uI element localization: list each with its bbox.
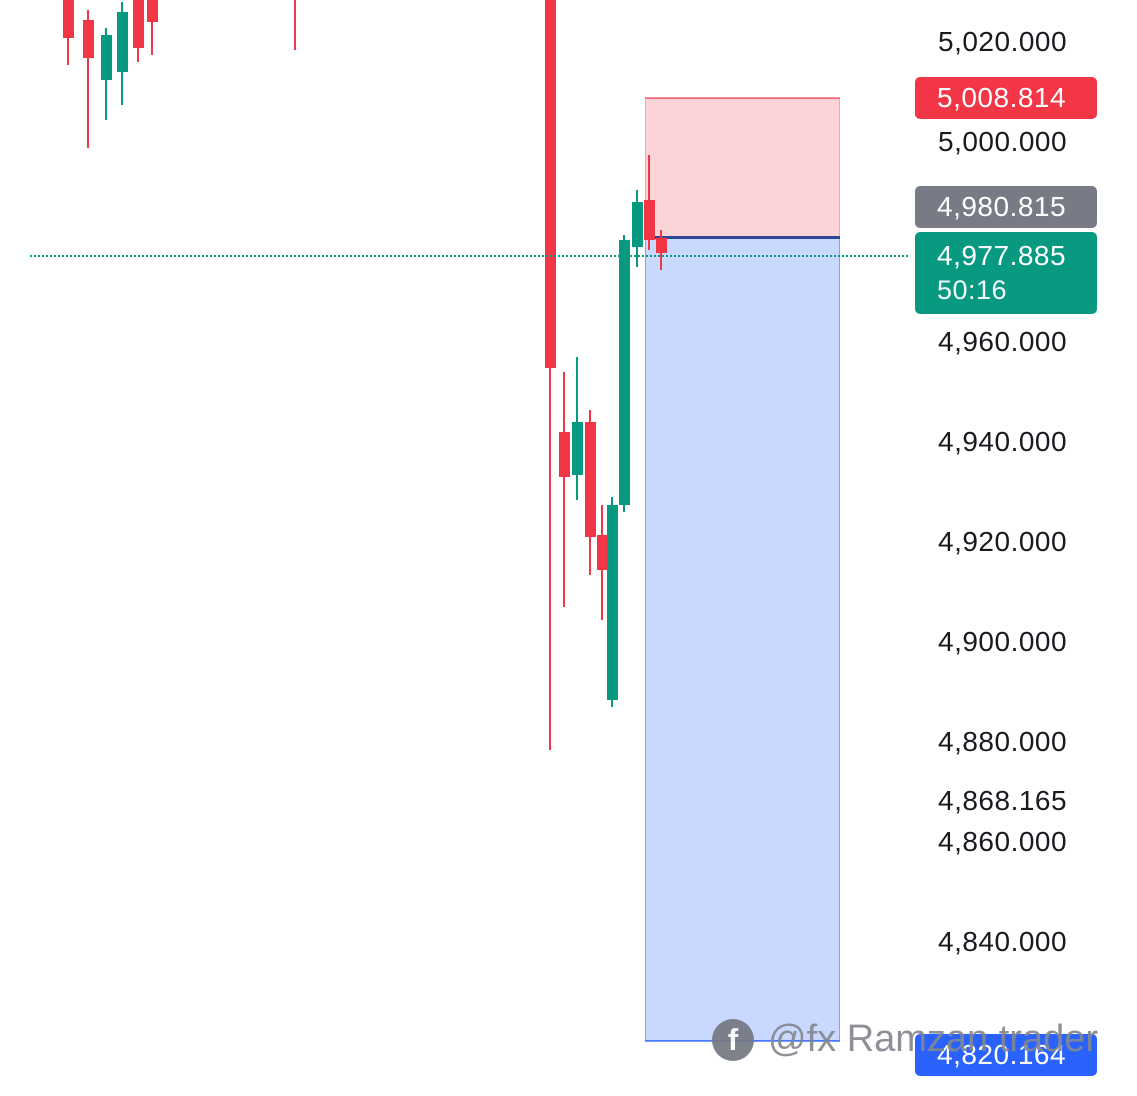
candle [631, 202, 643, 247]
price-tick-label: 4,860.000 [938, 826, 1068, 857]
candle [606, 505, 618, 700]
candle [549, 0, 551, 750]
price-tick-label: 4,868.165 [938, 785, 1068, 817]
candle [151, 0, 153, 55]
price-tick-label: 4,880.000 [938, 726, 1068, 757]
candle [132, 0, 144, 48]
chart-pane[interactable] [0, 0, 908, 1096]
price-tick-label: 4,900.000 [938, 626, 1068, 657]
candle [294, 0, 296, 50]
watermark: f @fx Ramzan trader [712, 1018, 1098, 1061]
bar-countdown-timer: 50:16 [937, 274, 1008, 305]
take-profit-price-badge: 4,820.164 [915, 1034, 1097, 1077]
stop-loss-price-value: 5,008.814 [937, 81, 1067, 113]
entry-price-value: 4,980.815 [937, 190, 1067, 222]
candle [116, 12, 128, 72]
price-tick-label: 4,960.000 [938, 326, 1068, 357]
candle [87, 10, 89, 148]
candle [618, 240, 630, 505]
candle [596, 534, 608, 570]
candle [558, 432, 570, 477]
take-profit-price-value: 4,820.164 [937, 1039, 1067, 1071]
price-tick-label: 4,920.000 [938, 526, 1068, 557]
position-reward-zone[interactable] [645, 237, 840, 1042]
candle [571, 422, 583, 475]
candle [643, 199, 655, 240]
facebook-icon: f [712, 1018, 754, 1061]
candle [584, 422, 596, 537]
candle [62, 0, 74, 38]
candle [100, 35, 112, 80]
current-price-value: 4,977.885 [937, 239, 1067, 271]
position-risk-zone[interactable] [645, 97, 840, 238]
entry-price-line[interactable] [645, 236, 840, 240]
price-tick-label: 4,840.000 [938, 926, 1068, 957]
candle [655, 238, 667, 253]
stop-loss-line[interactable] [645, 96, 840, 99]
price-tick-label: 5,020.000 [938, 26, 1068, 57]
current-price-badge: 4,977.885 50:16 [915, 231, 1097, 314]
candle [82, 20, 94, 58]
candle [146, 0, 158, 22]
stop-loss-price-badge: 5,008.814 [915, 76, 1097, 119]
watermark-handle: @fx Ramzan trader [768, 1018, 1099, 1060]
candle [563, 372, 565, 607]
entry-price-badge: 4,980.815 [915, 185, 1097, 228]
price-axis[interactable]: 5,020.000 5,000.000 4,960.000 4,940.000 4,92… [908, 0, 1137, 1096]
current-price-line [30, 254, 908, 257]
candle [544, 0, 556, 368]
price-tick-label: 4,940.000 [938, 426, 1068, 457]
price-tick-label: 5,000.000 [938, 126, 1068, 157]
